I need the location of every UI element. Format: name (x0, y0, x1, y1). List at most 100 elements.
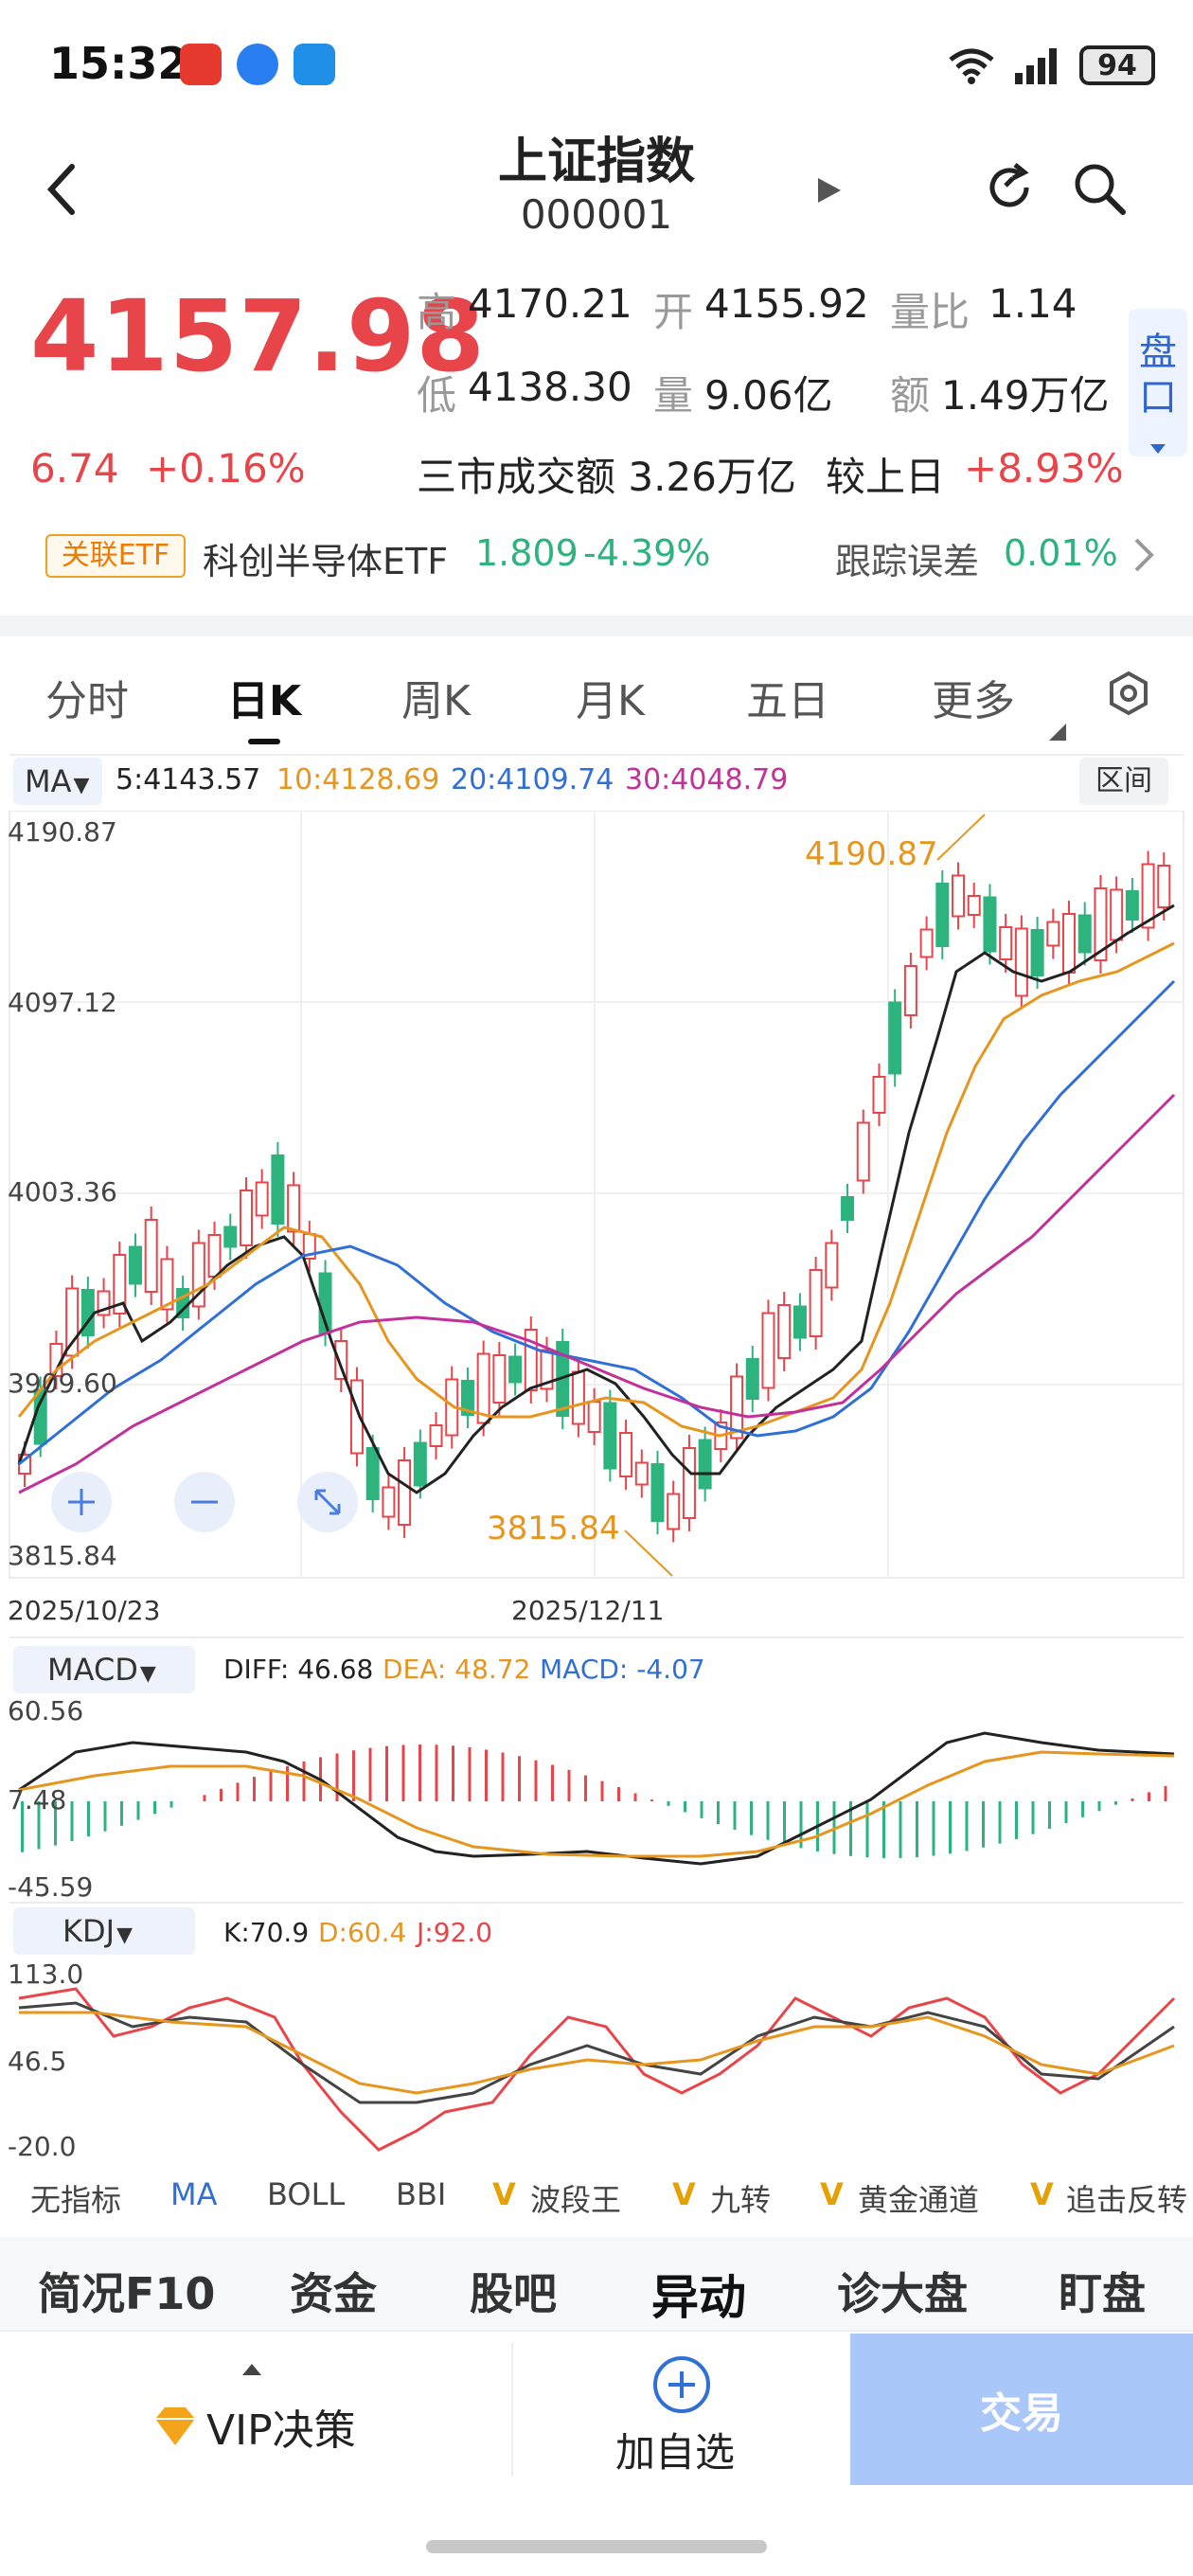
etf-price: 1.809 (475, 532, 579, 574)
candle-body (761, 1312, 775, 1389)
tab-watch[interactable]: 盯盘 (1059, 2268, 1146, 2319)
tab-diagnose[interactable]: 诊大盘 (837, 2268, 968, 2319)
ma-selector[interactable]: MA▼ (13, 758, 102, 805)
etf-name[interactable]: 科创半导体ETF (203, 541, 449, 582)
indicator-boll[interactable]: BOLL (267, 2176, 346, 2212)
candle-body (603, 1402, 617, 1470)
status-time: 15:32 (49, 38, 188, 89)
candle-body (983, 896, 997, 953)
action-divider (511, 2343, 513, 2476)
tab-f10[interactable]: 简况F10 (38, 2268, 216, 2319)
kdj-d: D:60.4 (318, 1917, 407, 1948)
indicator-bbi[interactable]: BBI (396, 2176, 447, 2212)
ma5-line (17, 903, 1175, 1494)
candle-body (888, 1001, 902, 1075)
kdj-caret-icon: ▼ (116, 1923, 133, 1947)
tab-more[interactable]: 更多 (932, 677, 1015, 725)
candle-body (1125, 890, 1139, 921)
kdj-k: K:70.9 (223, 1917, 310, 1948)
kdj-selector[interactable]: KDJ▼ (13, 1907, 195, 1955)
vip-v-icon: V (820, 2176, 844, 2212)
add-watchlist-label[interactable]: 加自选 (615, 2429, 736, 2476)
tab-fenshi[interactable]: 分时 (45, 677, 129, 725)
macd-bar (385, 1745, 388, 1801)
macd-selector[interactable]: MACD▼ (13, 1646, 195, 1693)
home-indicator[interactable] (426, 2540, 767, 2553)
chevron-right-icon[interactable] (1132, 536, 1155, 574)
play-icon[interactable] (816, 176, 843, 205)
browser-app-icon (294, 44, 335, 85)
y-label-4: 3909.60 (8, 1368, 117, 1399)
indicator-ma[interactable]: MA (170, 2176, 218, 2212)
back-icon[interactable] (44, 161, 81, 218)
indicator-row: 无指标 MA BOLL BBI V 波段王 V 九转 V 黄金通道 V 追击反转 (0, 2176, 1193, 2226)
macd-bar (70, 1801, 74, 1842)
y-label-min: 3815.84 (8, 1540, 117, 1571)
trade-button[interactable]: 交易 (850, 2334, 1193, 2485)
candle-body (745, 1358, 759, 1400)
pankou-button[interactable]: 盘口 (1129, 309, 1187, 456)
wifi-icon (949, 48, 994, 84)
macd-bar (667, 1801, 670, 1806)
candle-body (667, 1493, 681, 1530)
search-icon[interactable] (1070, 159, 1131, 220)
candle-body (160, 1258, 174, 1311)
indicator-chase-reverse[interactable]: 追击反转 (1066, 2182, 1188, 2218)
vip-button[interactable]: VIP决策 (151, 2396, 356, 2457)
macd-bar (932, 1801, 935, 1856)
tab-weekly-k[interactable]: 周K (401, 677, 471, 725)
candle-body (698, 1439, 712, 1490)
macd-bar (1031, 1801, 1035, 1834)
candle-body (619, 1432, 633, 1477)
macd-bar (733, 1801, 737, 1831)
tab-five-day[interactable]: 五日 (746, 677, 829, 725)
macd-bar (169, 1801, 173, 1808)
macd-bar (203, 1795, 206, 1801)
tab-movement[interactable]: 异动 (651, 2270, 746, 2325)
add-watchlist-icon[interactable] (651, 2354, 712, 2415)
macd-bar (1064, 1801, 1068, 1824)
indicator-wave-king[interactable]: 波段王 (530, 2182, 622, 2218)
macd-value: MACD: -4.07 (540, 1654, 705, 1685)
indicator-nine-turn[interactable]: 九转 (710, 2182, 772, 2218)
macd-bar (401, 1744, 405, 1801)
page-title: 上证指数 (497, 134, 695, 190)
candle-body (460, 1380, 474, 1416)
tab-daily-k[interactable]: 日K (227, 677, 302, 725)
kline-chart[interactable] (0, 811, 1193, 1767)
candle-body (255, 1181, 269, 1217)
range-button[interactable]: 区间 (1079, 758, 1168, 805)
macd-bar (965, 1801, 969, 1852)
macd-bar (899, 1801, 902, 1858)
indicator-gold-channel[interactable]: 黄金通道 (858, 2182, 980, 2218)
y-label-2: 4097.12 (8, 987, 117, 1018)
tab-active-indicator (248, 739, 280, 744)
macd-bar (452, 1745, 454, 1801)
macd-bar (220, 1788, 223, 1801)
kdj-y-max: 113.0 (8, 1959, 84, 1990)
last-price: 4157.98 (30, 278, 486, 394)
candle-body (492, 1354, 507, 1404)
etf-pct: -4.39% (583, 532, 711, 574)
macd-bar (567, 1769, 571, 1801)
kdj-y-min: -20.0 (8, 2131, 77, 2162)
diamond-icon (155, 2407, 195, 2445)
vip-v-icon: V (672, 2176, 696, 2212)
indicator-none[interactable]: 无指标 (30, 2182, 122, 2218)
macd-bar (120, 1801, 123, 1826)
candle-body (65, 1287, 80, 1357)
candle-body (382, 1486, 396, 1518)
tab-forum[interactable]: 股吧 (470, 2268, 557, 2319)
kdj-divider (9, 1902, 1184, 1904)
refresh-icon[interactable] (981, 159, 1038, 216)
settings-icon[interactable] (1106, 671, 1151, 716)
zoom-in-icon (68, 1489, 95, 1515)
macd-bar (617, 1786, 620, 1801)
macd-bar (882, 1801, 885, 1858)
tab-funds[interactable]: 资金 (290, 2268, 377, 2319)
high-label: 高 (417, 289, 457, 335)
stock-code: 000001 (520, 191, 673, 238)
macd-bar (468, 1747, 472, 1801)
candle-body (207, 1234, 222, 1278)
tab-monthly-k[interactable]: 月K (576, 677, 645, 725)
